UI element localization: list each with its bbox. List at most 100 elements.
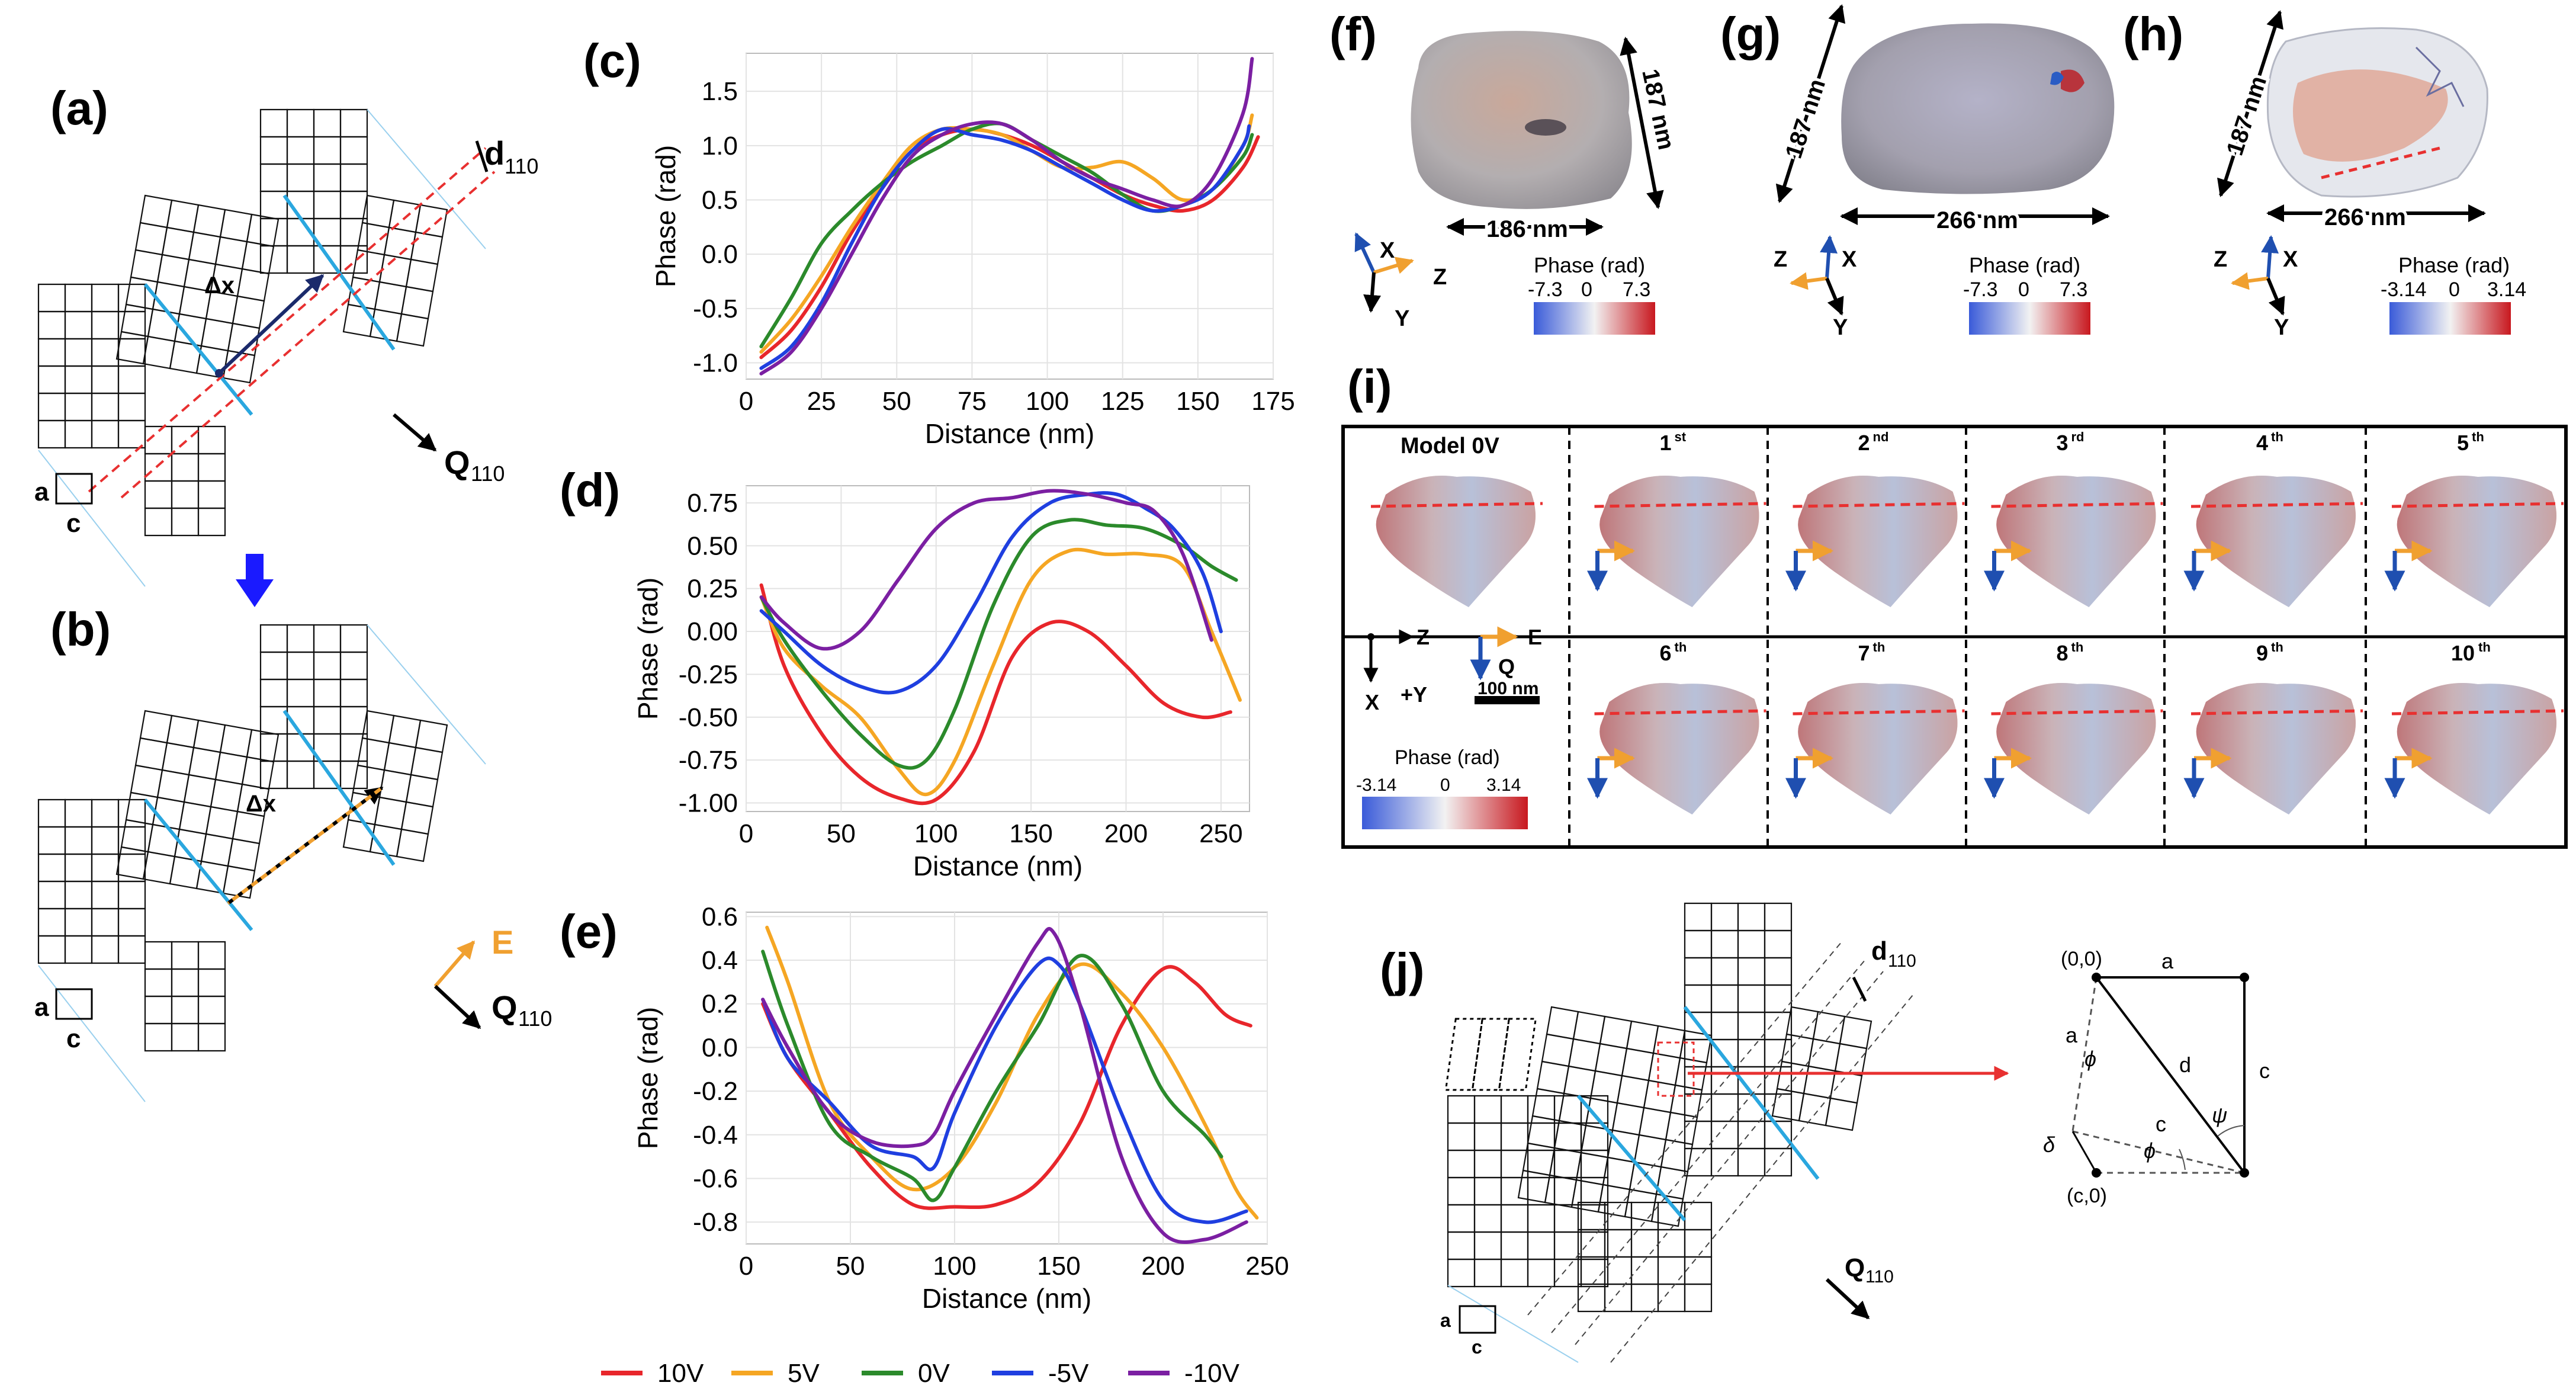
- lattice-cell: [161, 226, 195, 261]
- series-line-5V: [759, 113, 1254, 354]
- q110-label: Q: [444, 444, 470, 481]
- lattice-cell: [1563, 1065, 1597, 1099]
- dimension-arrow-g2: [1775, 4, 1846, 203]
- x-tick-label: 75: [958, 387, 987, 416]
- y-tick-label: -0.50: [679, 703, 738, 732]
- reconstruction-g: 266 nm 187 nm Z X Y Phase (rad) -7.3 0 7…: [1774, 4, 2115, 340]
- lattice-cell: [115, 331, 149, 365]
- axis-z-arrow-g: [1790, 272, 1827, 290]
- lattice-cell: [37, 365, 66, 394]
- lattice-cell: [197, 480, 226, 509]
- q110-arrow-b-icon: [433, 984, 481, 1029]
- lattice-cell: [313, 651, 342, 681]
- twin-boundary-j: [1683, 1006, 1820, 1180]
- crystal-slice-overlay: [1599, 683, 1759, 814]
- panel-label-b: (b): [50, 603, 111, 656]
- crystal-slice: [2196, 683, 2356, 814]
- lattice-cell: [339, 190, 368, 220]
- cbar-tick-f-mid: 0: [1581, 278, 1592, 301]
- d110-plane-line: [120, 171, 496, 499]
- e-field-arrow-icon: [433, 940, 476, 987]
- lattice-cell: [183, 774, 217, 808]
- geom-label-c0: (c,0): [2067, 1185, 2107, 1207]
- y-tick-label: 1.5: [702, 77, 738, 106]
- lattice-cell: [1684, 984, 1713, 1013]
- block-edge-line: [38, 450, 146, 587]
- series-line-0V: [761, 950, 1223, 1202]
- frame-label-sup: rd: [2071, 429, 2084, 444]
- e-label-i: E: [1528, 625, 1542, 649]
- axis-x-label-f: X: [1380, 238, 1395, 263]
- lattice-cell: [259, 136, 288, 165]
- lattice-cell: [210, 778, 243, 813]
- lattice-cell: [405, 258, 439, 293]
- lattice-cell: [1737, 1120, 1766, 1150]
- lattice-cell: [171, 995, 200, 1025]
- lattice-cell: [1737, 984, 1766, 1013]
- series-group: [761, 925, 1259, 1245]
- y-tick-label: -0.2: [693, 1077, 738, 1106]
- lattice-cell: [1553, 1231, 1582, 1261]
- frame-label: 7: [1858, 641, 1870, 665]
- lattice-cell: [383, 742, 417, 776]
- d110-plane-line-j: [1527, 941, 1842, 1316]
- series-line-10V: [759, 583, 1232, 806]
- lattice-cell: [1473, 1149, 1502, 1179]
- lattice-cell: [1473, 1231, 1502, 1261]
- dimension-arrow-h2: [2217, 10, 2283, 197]
- lattice-cell: [130, 249, 163, 283]
- dx-label: Δx: [204, 272, 235, 299]
- lattice-cell: [1594, 1043, 1628, 1077]
- lattice-cell: [1647, 1052, 1681, 1086]
- crystal-slice: [1996, 683, 2156, 814]
- lattice-cell: [339, 678, 368, 708]
- frame-label: 2: [1858, 431, 1870, 455]
- lattice-cell: [232, 295, 265, 329]
- unit-c-label: c: [66, 509, 81, 538]
- lattice-cell: [1527, 1231, 1556, 1261]
- lattice-cell: [1684, 1229, 1713, 1258]
- lattice-cell: [378, 769, 412, 803]
- lattice-cell: [1447, 1122, 1476, 1152]
- frame-label-sup: st: [1675, 429, 1687, 444]
- lattice-cell: [1447, 1258, 1476, 1288]
- q110-sub: 110: [471, 461, 505, 486]
- slice-cut-line: [1793, 709, 1965, 716]
- twin-boundary: [282, 710, 396, 866]
- lattice-cell: [91, 853, 120, 883]
- lattice-cell: [117, 392, 146, 422]
- lattice-cell: [1737, 929, 1766, 959]
- cbar-tick-g-max: 7.3: [2060, 278, 2087, 301]
- crystal-slice-overlay: [2196, 683, 2356, 814]
- y-axis-label: Phase (rad): [650, 145, 681, 287]
- lattice-cell: [166, 199, 200, 233]
- lattice-cell: [144, 968, 173, 998]
- lattice-cell: [171, 1022, 200, 1052]
- frame-label: 5: [2457, 431, 2469, 455]
- lattice-cell: [171, 453, 200, 482]
- lattice-cell: [1553, 1258, 1582, 1288]
- cbar-tick-g-min: -7.3: [1963, 278, 1998, 301]
- y-tick-label: -0.25: [679, 660, 738, 689]
- lattice-cell: [1500, 1258, 1529, 1288]
- series-line--10V: [761, 926, 1248, 1245]
- dimension-label-h2: 187 nm: [2222, 73, 2272, 159]
- block-edge-line: [38, 965, 146, 1102]
- lattice-cell: [1657, 1256, 1686, 1285]
- lattice-cell: [37, 419, 66, 449]
- lattice-cell: [64, 310, 93, 340]
- lattice-cell: [1650, 1193, 1684, 1227]
- lattice-cell: [1684, 1256, 1713, 1285]
- lattice-cell: [339, 651, 368, 681]
- lattice-cell: [374, 281, 407, 315]
- lattice-cell: [171, 480, 200, 509]
- lattice-cell: [259, 108, 288, 138]
- lattice-a: [37, 108, 496, 587]
- lattice-cell: [197, 1022, 226, 1052]
- geom-psi-arc: [2217, 1125, 2245, 1137]
- panel-label-e: (e): [560, 905, 618, 958]
- lattice-cell: [147, 823, 181, 858]
- axis-z-arrow-h: [2231, 272, 2269, 290]
- lattice-cell: [352, 764, 386, 798]
